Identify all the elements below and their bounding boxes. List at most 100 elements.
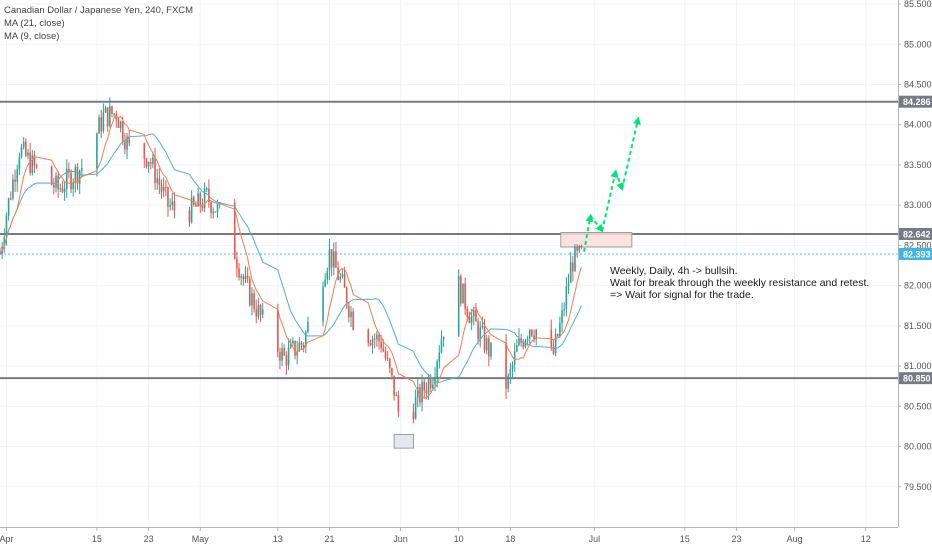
candle-body [509,368,512,376]
candle-body [285,355,288,366]
candle-body [169,205,171,207]
candle-body [106,107,109,127]
candle-body [438,352,441,362]
candle-body [199,193,202,207]
y-tick-label: 83.000 [904,200,932,210]
candle-body [380,341,382,349]
annotation-line-1: Weekly, Daily, 4h -> bullsih. [610,265,738,277]
price-axis[interactable]: 79.500 80.000 80.500 81.000 81.500 82.000 82.5… [898,0,932,550]
candle-body [205,188,208,190]
candle-body [567,282,570,287]
candle-body [423,381,426,391]
candle-body [14,179,16,182]
candle-body [109,106,111,127]
candle-body [126,136,128,150]
candle-body [371,338,374,346]
candle-body [233,202,236,260]
y-tick-label: 85.000 [904,39,932,49]
support-price-tag [899,372,932,385]
candle-body [31,155,34,174]
candle-body [488,338,490,357]
x-tick-label: 12 [861,534,871,544]
candle-body [203,188,206,209]
candle-body [552,346,555,354]
current-price-label: 82.393 [903,250,931,260]
candle-body [145,158,148,167]
x-tick-label: May [192,534,210,544]
ma9-line [0,115,582,399]
candle-body [490,342,492,357]
x-tick-label: Aug [787,534,803,544]
candle-body [326,270,329,280]
candle-body [195,204,197,207]
candle-body [190,197,193,223]
candle-body [425,390,428,394]
candle-body [330,249,333,268]
resistance-price-tag [899,95,932,108]
candle-body [350,311,352,318]
symbol-title[interactable]: Canadian Dollar / Japanese Yen, 240, FXC… [4,5,194,16]
candle-body [569,262,572,283]
candle-body [281,348,283,361]
y-tick-label: 82.000 [904,281,932,291]
candle-body [160,184,163,192]
candle-body [578,246,581,251]
resistance-price-label: 84.286 [903,97,931,107]
projection-arrow-segment [601,169,619,232]
candle-body [261,309,264,315]
ma21-line [0,133,582,383]
projection-arrow-segment [621,116,641,190]
candle-body [162,187,165,192]
candle-body [382,348,385,352]
candle-body [216,204,219,213]
candle-body [124,140,126,150]
candle-body [96,133,98,169]
ma9-legend[interactable]: MA (9, close) [4,31,60,42]
candle-body [563,309,566,311]
candle-body [158,178,161,185]
candle-body [535,329,538,339]
candle-body [156,178,159,183]
candle-body [12,179,14,199]
candle-body [25,141,27,156]
candle-body [561,310,563,324]
candle-body [276,309,279,352]
candle-body [53,184,55,188]
y-tick-label: 79.500 [904,482,932,492]
candle-body [279,351,281,361]
candle-body [322,286,324,322]
candle-body [345,287,348,306]
ma21-legend[interactable]: MA (21, close) [4,18,65,29]
y-tick-label: 80.000 [904,442,932,452]
candle-body [193,197,195,205]
candle-body [384,351,387,359]
candle-body [436,361,438,378]
x-tick-label: 15 [680,534,690,544]
candle-body [154,157,156,183]
candle-body [468,316,471,323]
candle-body [287,347,290,366]
projection-arrow-segment [589,215,604,233]
candle-body [22,141,25,148]
bottom-zone [393,433,414,449]
x-tick-label: Jun [393,534,408,544]
candle-body [335,251,337,268]
candle-body [391,368,393,376]
candle-body [18,156,21,170]
x-tick-label: Apr [0,534,13,544]
candle-body [580,246,583,248]
candle-body [104,107,107,113]
candle-body [472,310,475,317]
candle-body [55,175,57,188]
candle-body [3,237,6,247]
candle-body [70,172,72,190]
candle-body [416,387,419,398]
candle-body [388,358,391,369]
time-axis[interactable]: Apr 15 23 May 13 21 Jun 10 18 Jul 15 23 Aug 12 [0,527,898,544]
candle-body [171,201,174,206]
resistance-price-label: 82.642 [903,229,931,239]
candle-body [63,188,66,192]
candle-body [341,274,344,277]
